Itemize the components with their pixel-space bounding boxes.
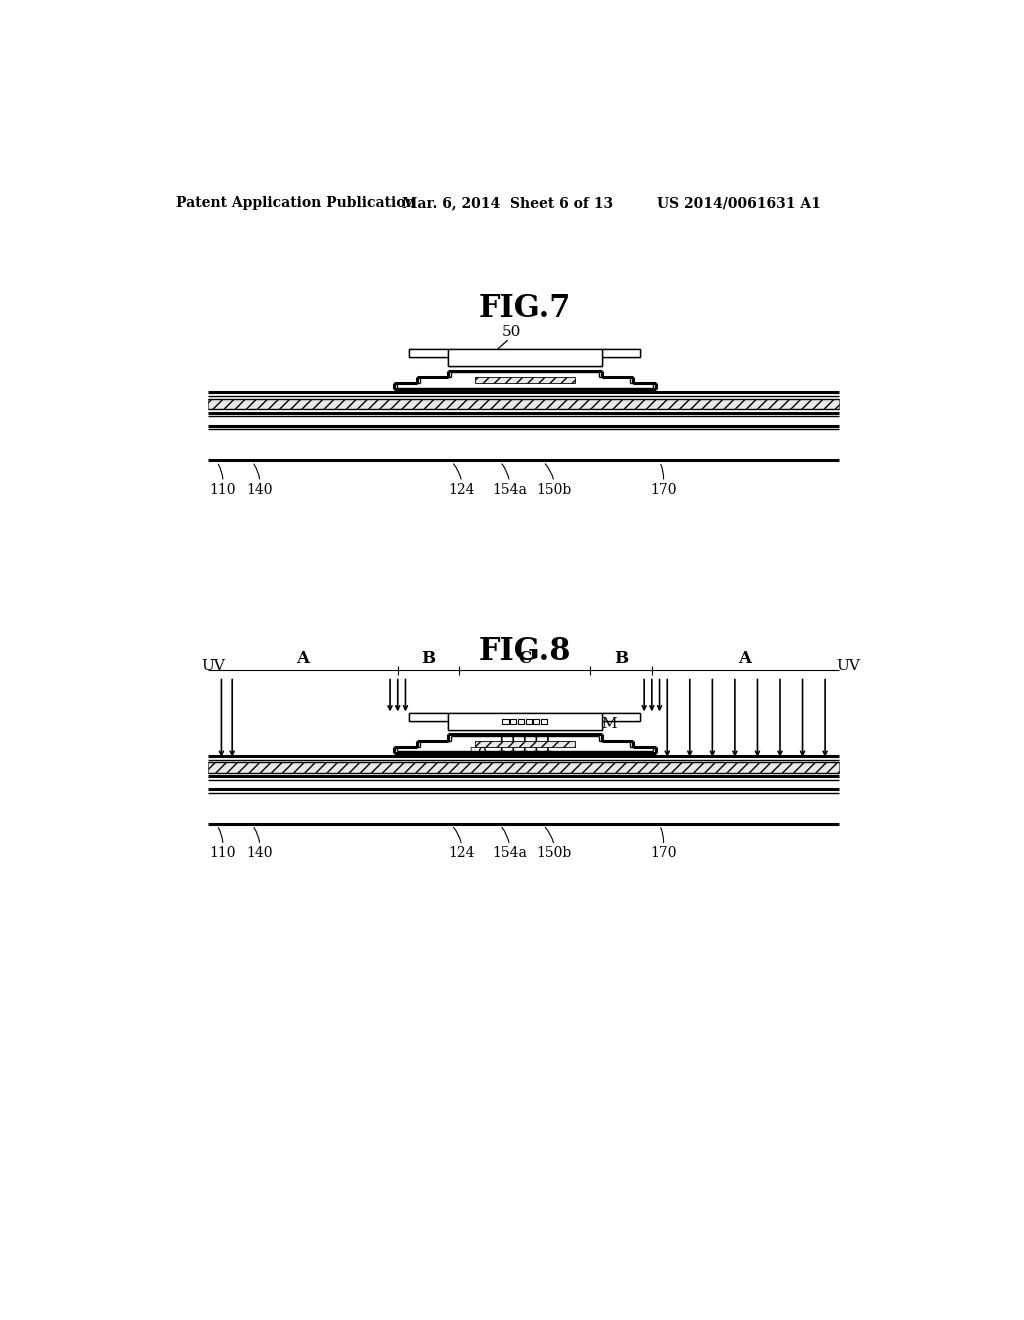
Text: B: B — [614, 651, 628, 668]
Bar — [503, 719, 509, 723]
Bar — [475, 741, 574, 747]
Text: 154a: 154a — [492, 483, 526, 496]
Text: FIG.8: FIG.8 — [478, 636, 571, 667]
Text: 124: 124 — [449, 846, 475, 859]
Text: 170: 170 — [650, 483, 677, 496]
Bar — [410, 350, 447, 358]
Text: M: M — [602, 717, 617, 730]
Bar — [534, 719, 540, 723]
Text: A: A — [738, 651, 752, 668]
Text: US 2014/0061631 A1: US 2014/0061631 A1 — [657, 197, 821, 210]
Text: UV: UV — [837, 659, 860, 673]
Text: Patent Application Publication: Patent Application Publication — [176, 197, 416, 210]
Text: B: B — [422, 651, 435, 668]
Text: 50: 50 — [469, 747, 488, 760]
Bar — [510, 719, 516, 723]
Text: 110: 110 — [210, 846, 237, 859]
Bar — [525, 719, 531, 723]
Text: Mar. 6, 2014  Sheet 6 of 13: Mar. 6, 2014 Sheet 6 of 13 — [402, 197, 613, 210]
Bar — [410, 713, 447, 721]
Bar — [208, 399, 839, 409]
Text: C: C — [518, 651, 531, 668]
Bar — [541, 719, 547, 723]
Text: A: A — [296, 651, 309, 668]
Text: 140: 140 — [247, 483, 273, 496]
Text: 50: 50 — [502, 326, 520, 339]
Text: 140: 140 — [247, 846, 273, 859]
Text: UV: UV — [202, 659, 225, 673]
Bar — [518, 719, 524, 723]
Bar — [475, 378, 574, 383]
Bar — [447, 350, 602, 367]
Bar — [602, 350, 640, 358]
Bar — [447, 713, 602, 730]
Text: FIG.7: FIG.7 — [478, 293, 571, 323]
Text: 150b: 150b — [537, 483, 571, 496]
Text: 150b: 150b — [537, 846, 571, 859]
Text: 124: 124 — [449, 483, 475, 496]
Bar — [602, 713, 640, 721]
Text: 154a: 154a — [492, 846, 526, 859]
Text: 110: 110 — [210, 483, 237, 496]
Bar — [208, 762, 839, 774]
Text: 170: 170 — [650, 846, 677, 859]
